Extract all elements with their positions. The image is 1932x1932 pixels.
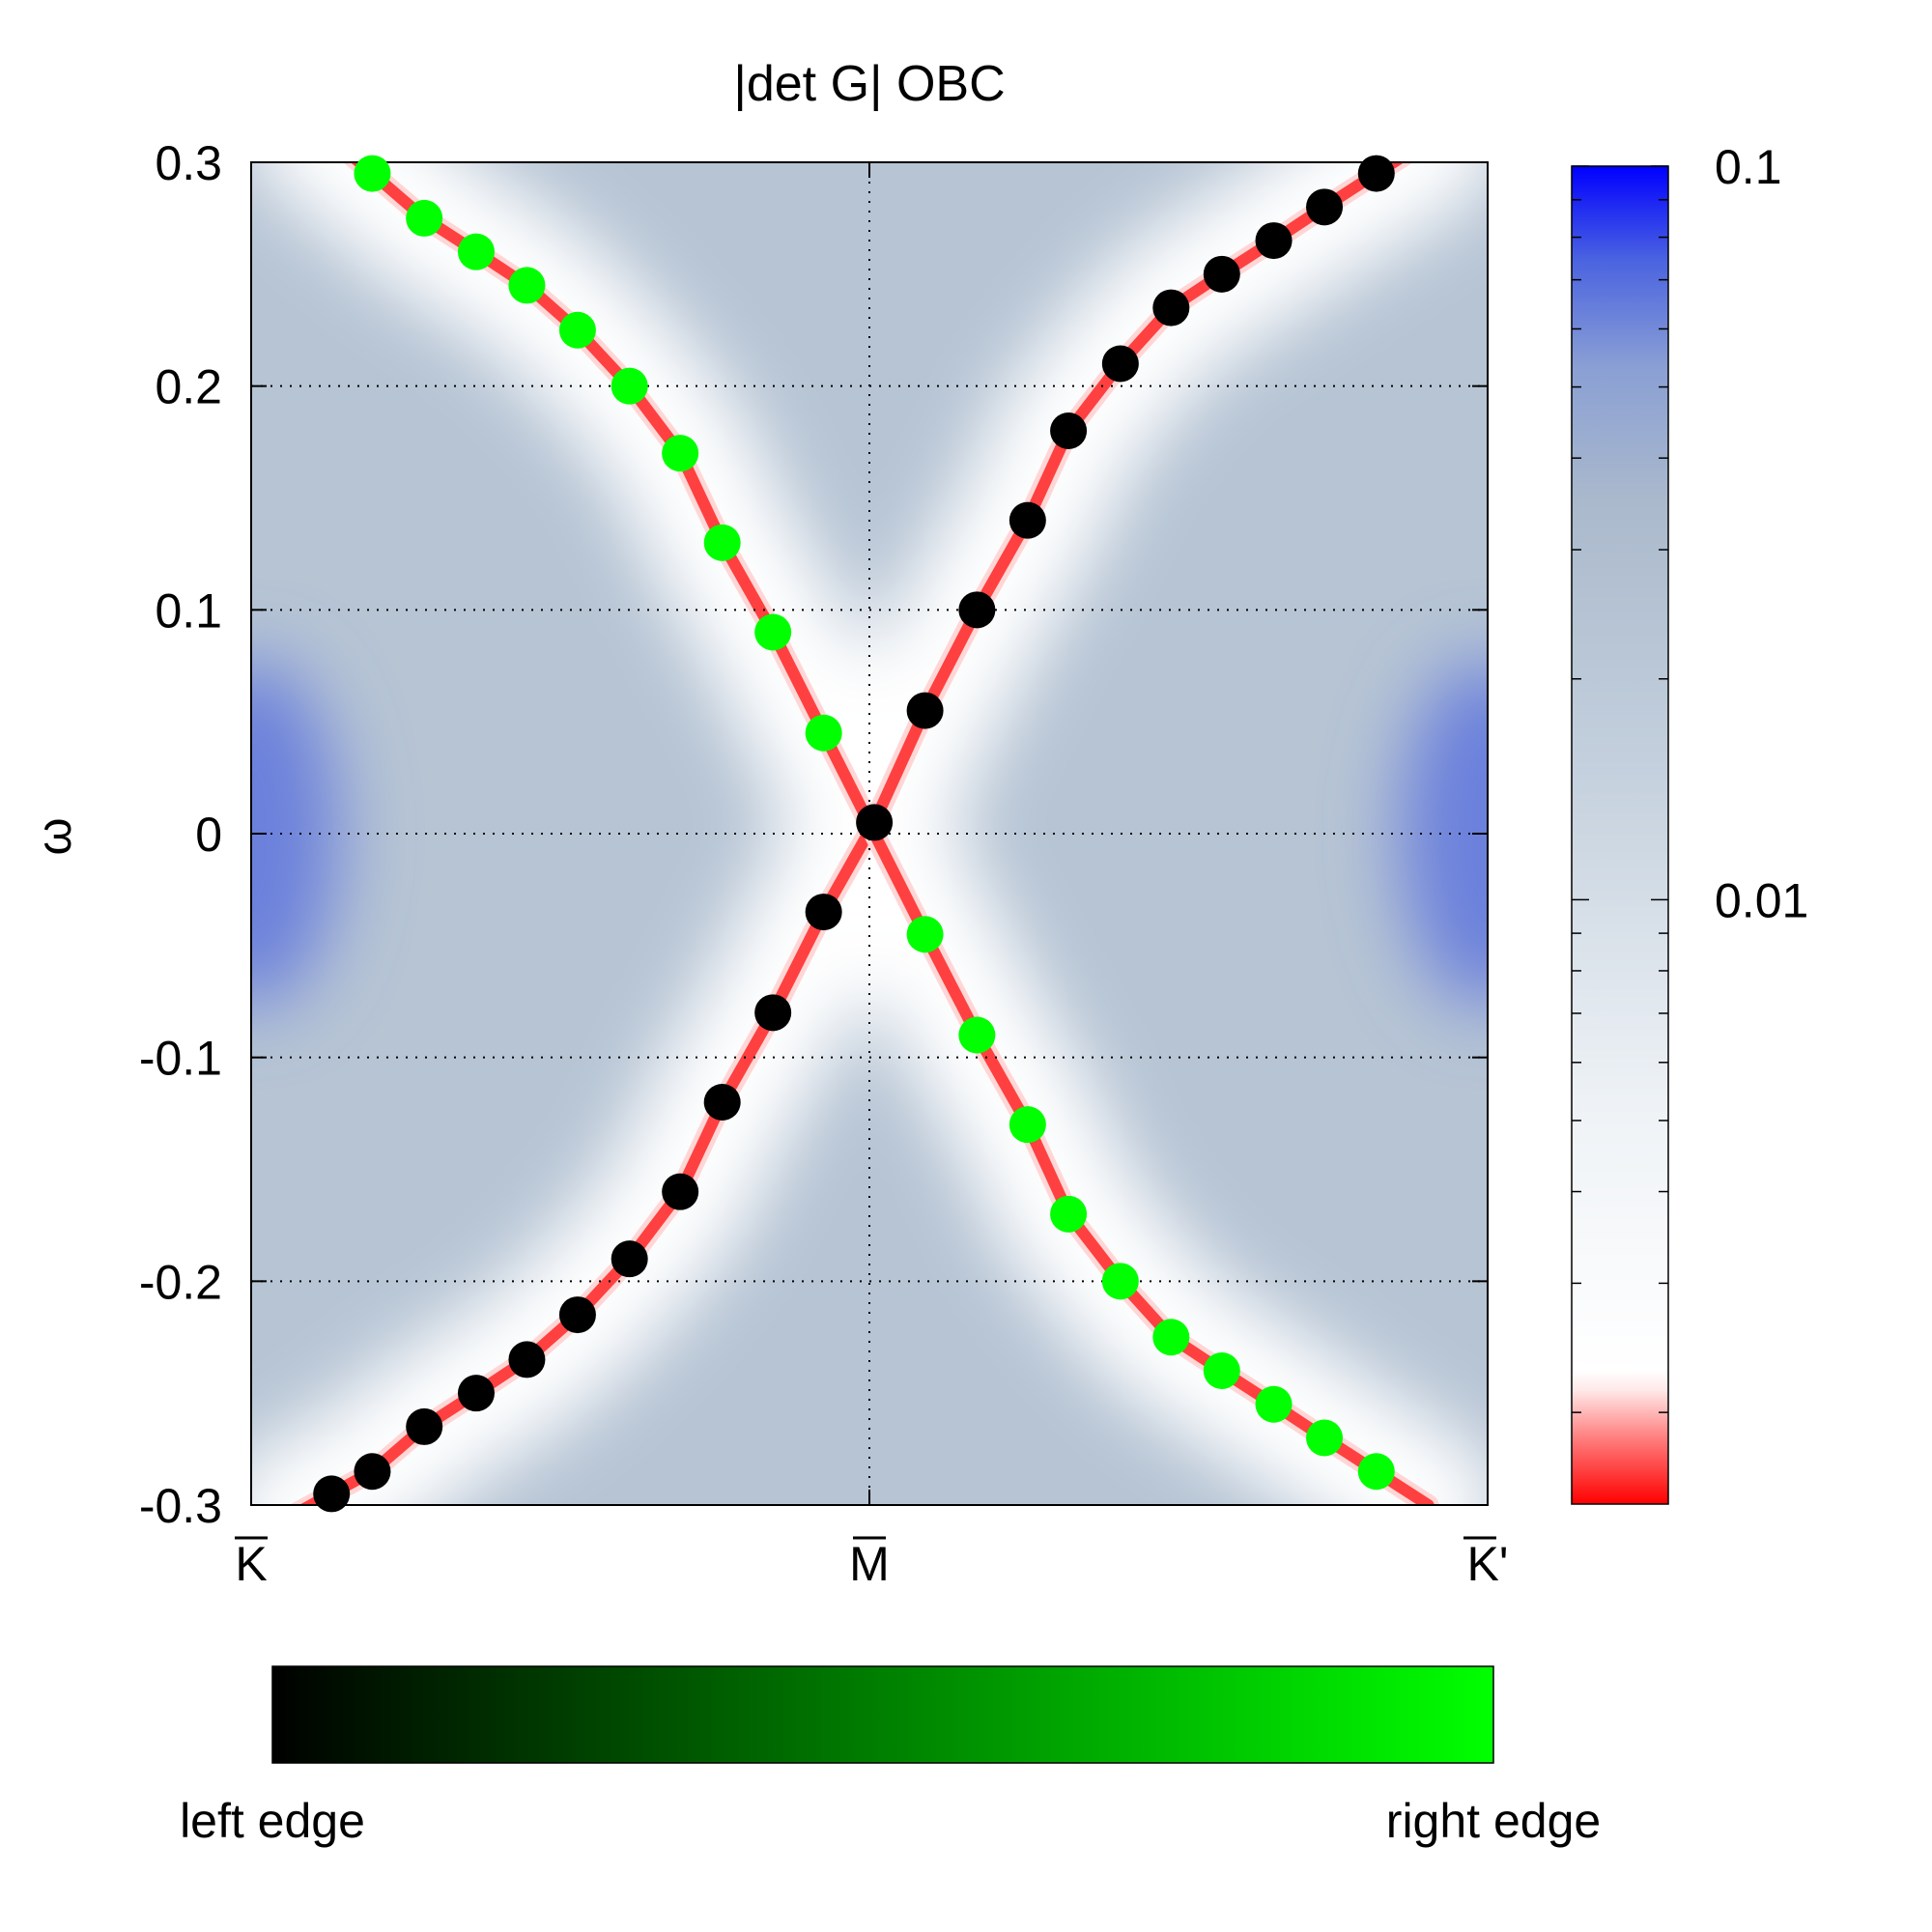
edge-state-marker bbox=[754, 994, 792, 1032]
edge-colorbar: left edge right edge bbox=[180, 1665, 1601, 1848]
edge-state-marker bbox=[856, 804, 894, 841]
x-tick-label: M bbox=[849, 1537, 890, 1591]
edge-state-marker bbox=[958, 591, 996, 629]
edge-state-marker bbox=[1152, 289, 1190, 327]
heatmap-blue-right bbox=[1401, 660, 1488, 1008]
edge-state-marker bbox=[754, 613, 792, 651]
edge-state-marker bbox=[703, 524, 741, 561]
edge-state-marker bbox=[703, 1084, 741, 1121]
edge-state-marker bbox=[406, 199, 443, 237]
colorbar-ticks bbox=[1572, 165, 1668, 1413]
edge-colorbar-gradient bbox=[271, 1665, 1494, 1764]
y-tick-labels: 0.3 0.2 0.1 0 -0.1 -0.2 -0.3 bbox=[139, 136, 222, 1533]
edge-state-marker bbox=[508, 1341, 546, 1378]
edge-state-marker bbox=[1203, 1352, 1240, 1389]
edge-state-marker bbox=[1152, 1319, 1190, 1356]
y-tick-label: -0.3 bbox=[139, 1479, 222, 1533]
edge-state-marker bbox=[457, 233, 495, 270]
edge-state-marker bbox=[354, 155, 391, 192]
edge-state-marker bbox=[906, 916, 944, 953]
edge-state-marker bbox=[805, 894, 842, 931]
colorbar-tick-labels: 0.1 0.01 bbox=[1715, 140, 1808, 927]
edge-state-marker bbox=[1050, 1195, 1088, 1233]
edge-state-marker bbox=[558, 311, 596, 349]
y-tick-label: 0 bbox=[195, 808, 222, 862]
edge-state-marker bbox=[1306, 1419, 1344, 1457]
edge-state-marker bbox=[1255, 222, 1293, 260]
y-tick-label: 0.2 bbox=[155, 360, 222, 414]
edge-state-marker bbox=[805, 714, 842, 752]
edge-state-marker bbox=[906, 692, 944, 729]
colorbar-tick-label: 0.01 bbox=[1715, 873, 1808, 927]
edge-state-marker bbox=[406, 1407, 443, 1445]
y-axis-label: ω bbox=[27, 817, 81, 855]
chart-title: |det G| OBC bbox=[733, 56, 1005, 112]
edge-state-marker bbox=[1009, 501, 1046, 539]
edge-state-marker bbox=[354, 1453, 391, 1491]
edge-state-marker bbox=[457, 1375, 495, 1412]
edge-colorbar-right-label: right edge bbox=[1386, 1794, 1601, 1848]
y-tick-label: -0.1 bbox=[139, 1032, 222, 1086]
edge-state-marker bbox=[508, 267, 546, 304]
edge-state-marker bbox=[662, 435, 699, 472]
edge-state-marker bbox=[611, 1240, 648, 1278]
edge-state-marker bbox=[558, 1296, 596, 1334]
x-tick-label: K bbox=[235, 1537, 267, 1591]
y-tick-label: 0.1 bbox=[155, 583, 222, 638]
edge-state-marker bbox=[313, 1475, 351, 1513]
y-tick-label: 0.3 bbox=[155, 136, 222, 190]
y-tick-label: -0.2 bbox=[139, 1255, 222, 1309]
edge-state-marker bbox=[958, 1016, 996, 1054]
edge-state-marker bbox=[1255, 1385, 1293, 1423]
edge-state-marker bbox=[1357, 1453, 1395, 1491]
edge-state-marker bbox=[1101, 345, 1139, 383]
edge-state-marker bbox=[1050, 412, 1088, 449]
edge-state-marker bbox=[1203, 255, 1240, 293]
colorbar-gradient bbox=[1571, 165, 1669, 1505]
edge-state-marker bbox=[611, 367, 648, 405]
axis-ticks bbox=[250, 161, 1489, 1506]
edge-colorbar-left-label: left edge bbox=[180, 1794, 365, 1848]
edge-state-marker bbox=[1009, 1106, 1046, 1144]
colorbar-tick-label: 0.1 bbox=[1715, 140, 1782, 194]
edge-state-marker bbox=[1357, 155, 1395, 192]
x-tick-label: K' bbox=[1467, 1537, 1509, 1591]
edge-state-markers bbox=[313, 155, 1395, 1513]
x-tick-labels: K M K' bbox=[235, 1536, 1509, 1591]
colorbar: 0.1 0.01 bbox=[1571, 140, 1808, 1505]
edge-state-marker bbox=[1101, 1263, 1139, 1300]
heatmap-blue-left bbox=[251, 660, 338, 1008]
edge-state-marker bbox=[1306, 188, 1344, 226]
edge-state-marker bbox=[662, 1173, 699, 1210]
